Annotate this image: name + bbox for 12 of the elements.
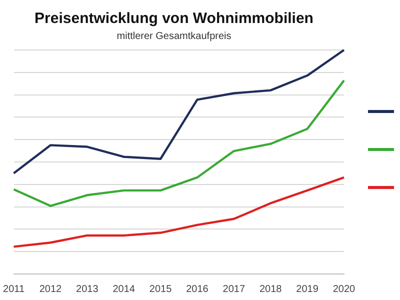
- x-tick-label: 2013: [76, 284, 99, 295]
- x-tick-label: 2015: [149, 284, 172, 295]
- chart-title: Preisentwicklung von Wohnimmobilien: [34, 10, 314, 28]
- chart-subtitle: mittlerer Gesamtkaufpreis: [116, 30, 232, 42]
- x-tick-label: 2020: [332, 284, 356, 295]
- x-tick-label: 2017: [222, 284, 246, 295]
- x-tick-label: 2011: [2, 284, 25, 295]
- x-tick-label: 2016: [186, 284, 209, 295]
- x-tick-label: 2014: [112, 284, 136, 295]
- x-tick-label: 2018: [259, 284, 282, 295]
- x-tick-label: 2019: [296, 284, 319, 295]
- x-tick-label: 2012: [39, 284, 62, 295]
